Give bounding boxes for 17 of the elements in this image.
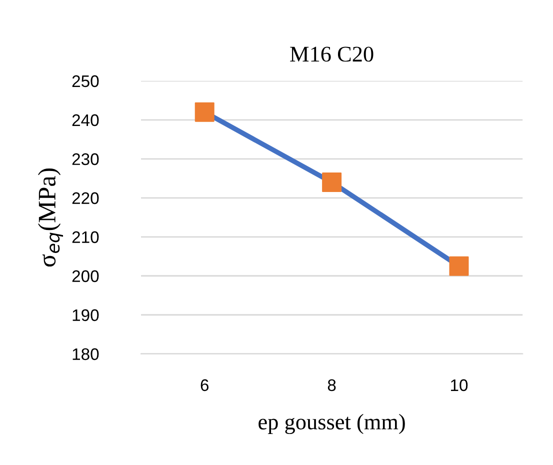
- y-axis-title: σ$_{eq}$(MPa): [38, 168, 64, 267]
- y-tick-label: 180: [72, 348, 99, 360]
- chart-title: M16 C20: [290, 46, 374, 62]
- y-tick-label: 230: [72, 153, 99, 166]
- y-tick-label: 220: [72, 192, 99, 204]
- y-tick-label: 240: [72, 114, 99, 126]
- point: [322, 172, 342, 192]
- y-tick-label: 250: [72, 75, 99, 88]
- x-axis-title: ep gousset (mm): [258, 414, 405, 434]
- point: [194, 102, 214, 122]
- x-tick-label: 6: [200, 379, 209, 392]
- x-tick-label: 10: [450, 379, 468, 392]
- y-tick-label: 200: [72, 270, 99, 282]
- y-tick-label: 190: [72, 309, 99, 322]
- point: [449, 256, 469, 276]
- y-tick-label: 210: [72, 231, 99, 244]
- x-tick-label: 8: [328, 379, 336, 392]
